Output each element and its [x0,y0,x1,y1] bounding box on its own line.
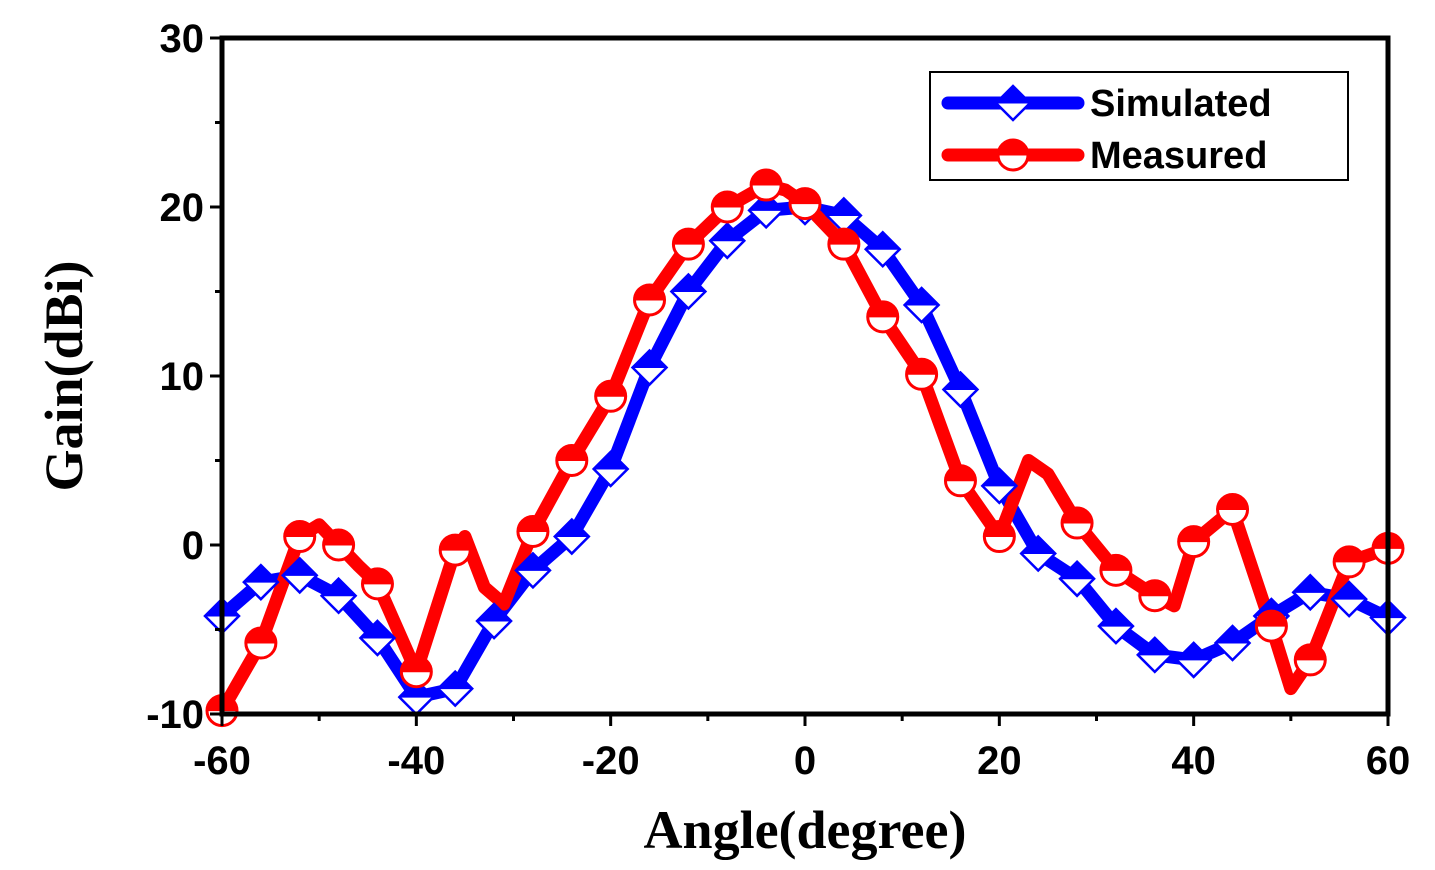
point-diamond [980,467,1019,505]
point-diamond [1019,534,1057,573]
point-circle [594,379,628,413]
y-tick-label: 20 [160,186,205,230]
point-circle [1293,643,1327,677]
point-diamond [553,517,591,556]
point-diamond [863,230,902,269]
point-circle [1332,545,1366,579]
point-diamond [280,556,319,595]
point-circle [633,283,667,317]
point-circle [827,227,861,261]
point-circle [516,514,550,548]
point-diamond [1136,636,1174,674]
legend: Simulated Measured [929,71,1349,181]
point-diamond [902,286,941,324]
x-tick-label: 40 [1171,739,1216,783]
legend-label: Measured [1090,135,1267,177]
point-diamond [941,370,980,409]
point-diamond [1174,641,1213,679]
point-diamond [1097,607,1135,645]
point-diamond [514,551,552,590]
point-circle [996,138,1030,172]
point-circle [1060,506,1094,540]
point-circle [1138,579,1172,613]
point-diamond [242,563,280,601]
point-diamond [630,348,669,387]
ticks: -60 -40 -20 0 20 40 60 -10 0 10 20 30 [146,17,1410,783]
point-circle [749,168,783,202]
x-tick-label: 20 [977,739,1022,783]
point-circle [399,655,433,689]
y-tick-label: 30 [160,17,205,61]
series-markers-simulated [203,188,1407,716]
y-tick-label: 10 [160,355,205,399]
point-circle [244,626,278,660]
point-diamond [1330,580,1368,618]
point-circle [866,300,900,334]
point-circle [1099,553,1133,587]
point-circle [1177,525,1211,559]
markers [203,168,1407,728]
point-circle [1216,493,1250,527]
point-circle [360,567,394,601]
point-diamond [358,619,397,657]
x-axis-title: Angle(degree) [644,800,967,860]
legend-item-simulated: Simulated [941,83,1272,125]
x-tick-label: -40 [387,739,445,783]
point-circle [438,533,472,567]
point-circle [322,528,356,562]
point-circle [943,464,977,498]
y-axis-title: Gain(dBi) [34,260,94,491]
point-diamond [436,669,474,708]
point-diamond [475,602,513,640]
point-circle [1254,609,1288,643]
y-tick-label: 0 [182,524,204,568]
point-circle [982,520,1016,554]
point-diamond [708,222,747,260]
point-diamond [591,450,630,488]
y-tick-label: -10 [146,693,204,737]
series-line-measured [222,178,1388,714]
point-circle [710,190,744,224]
point-diamond [1058,560,1096,598]
x-tick-label: 60 [1366,739,1411,783]
x-tick-label: -20 [582,739,640,783]
point-diamond [994,84,1032,122]
series-markers-measured [205,168,1405,728]
point-circle [788,187,822,221]
point-circle [671,227,705,261]
point-diamond [319,576,358,615]
x-tick-label: 0 [794,739,816,783]
point-diamond [747,191,785,230]
point-diamond [1213,624,1252,662]
point-circle [283,520,317,554]
x-tick-label: -60 [193,739,251,783]
point-circle [905,357,939,391]
legend-item-measured: Measured [941,135,1267,177]
point-diamond [1291,573,1330,612]
point-diamond [669,272,708,311]
plot-area [222,178,1388,714]
legend-label: Simulated [1090,83,1272,125]
point-circle [555,444,589,477]
